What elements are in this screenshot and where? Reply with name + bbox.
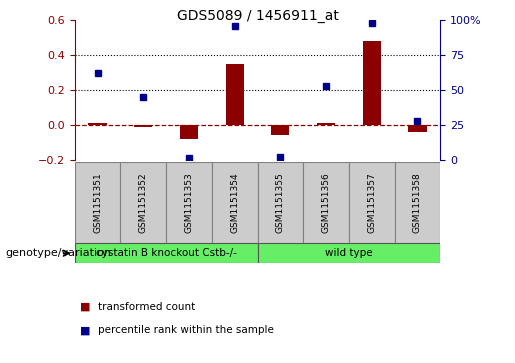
Text: transformed count: transformed count <box>98 302 195 312</box>
Bar <box>258 243 440 263</box>
Text: GSM1151353: GSM1151353 <box>184 172 194 233</box>
Text: ■: ■ <box>80 325 90 335</box>
Text: ■: ■ <box>80 302 90 312</box>
Bar <box>363 41 381 125</box>
Text: wild type: wild type <box>325 248 373 258</box>
Bar <box>134 125 152 127</box>
Text: GDS5089 / 1456911_at: GDS5089 / 1456911_at <box>177 9 338 23</box>
Text: GSM1151355: GSM1151355 <box>276 172 285 233</box>
Text: GSM1151352: GSM1151352 <box>139 172 148 233</box>
Bar <box>317 123 335 125</box>
Bar <box>226 64 244 125</box>
Bar <box>212 162 258 243</box>
Text: GSM1151356: GSM1151356 <box>321 172 331 233</box>
Bar <box>408 125 426 132</box>
Text: GSM1151358: GSM1151358 <box>413 172 422 233</box>
Text: percentile rank within the sample: percentile rank within the sample <box>98 325 274 335</box>
Text: GSM1151354: GSM1151354 <box>230 172 239 233</box>
Bar <box>180 125 198 139</box>
Bar <box>349 162 394 243</box>
Text: GSM1151357: GSM1151357 <box>367 172 376 233</box>
Bar <box>303 162 349 243</box>
Bar <box>121 162 166 243</box>
Bar <box>258 162 303 243</box>
Text: genotype/variation: genotype/variation <box>5 248 111 258</box>
Bar <box>89 123 107 125</box>
Bar <box>271 125 289 135</box>
Text: cystatin B knockout Cstb-/-: cystatin B knockout Cstb-/- <box>96 248 236 258</box>
Bar <box>166 162 212 243</box>
Bar <box>394 162 440 243</box>
Text: GSM1151351: GSM1151351 <box>93 172 102 233</box>
Bar <box>75 243 258 263</box>
Bar <box>75 162 121 243</box>
